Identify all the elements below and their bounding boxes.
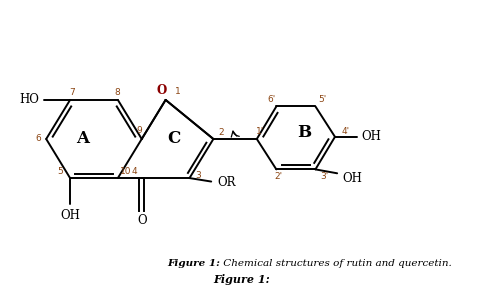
Text: 5: 5	[58, 168, 63, 176]
Text: 1': 1'	[256, 127, 264, 136]
Text: 1: 1	[175, 87, 181, 96]
Text: 10: 10	[120, 168, 132, 176]
Text: OR: OR	[217, 176, 236, 189]
Text: 4': 4'	[342, 127, 350, 136]
Text: 4: 4	[131, 168, 137, 176]
Text: HO: HO	[20, 93, 40, 107]
Text: 9: 9	[136, 126, 142, 135]
Text: OH: OH	[342, 173, 363, 185]
Text: OH: OH	[60, 209, 80, 222]
Text: O: O	[137, 214, 147, 227]
Text: 2: 2	[218, 128, 224, 137]
Text: O: O	[156, 84, 166, 97]
Text: A: A	[76, 130, 90, 148]
Text: 7: 7	[69, 88, 75, 97]
Text: 2': 2'	[274, 172, 283, 181]
Text: 8: 8	[114, 88, 120, 97]
Text: Figure 1:: Figure 1:	[167, 259, 220, 268]
Text: 5': 5'	[318, 95, 326, 104]
Text: Figure 1:: Figure 1:	[213, 274, 271, 285]
Text: OH: OH	[361, 130, 381, 143]
Text: 3: 3	[196, 171, 201, 180]
Text: B: B	[298, 124, 312, 141]
Text: Chemical structures of rutin and quercetin.: Chemical structures of rutin and quercet…	[220, 259, 452, 268]
Text: 6': 6'	[267, 95, 275, 104]
Text: 6: 6	[35, 134, 41, 143]
Text: C: C	[167, 130, 181, 148]
Text: 3': 3'	[320, 172, 328, 181]
